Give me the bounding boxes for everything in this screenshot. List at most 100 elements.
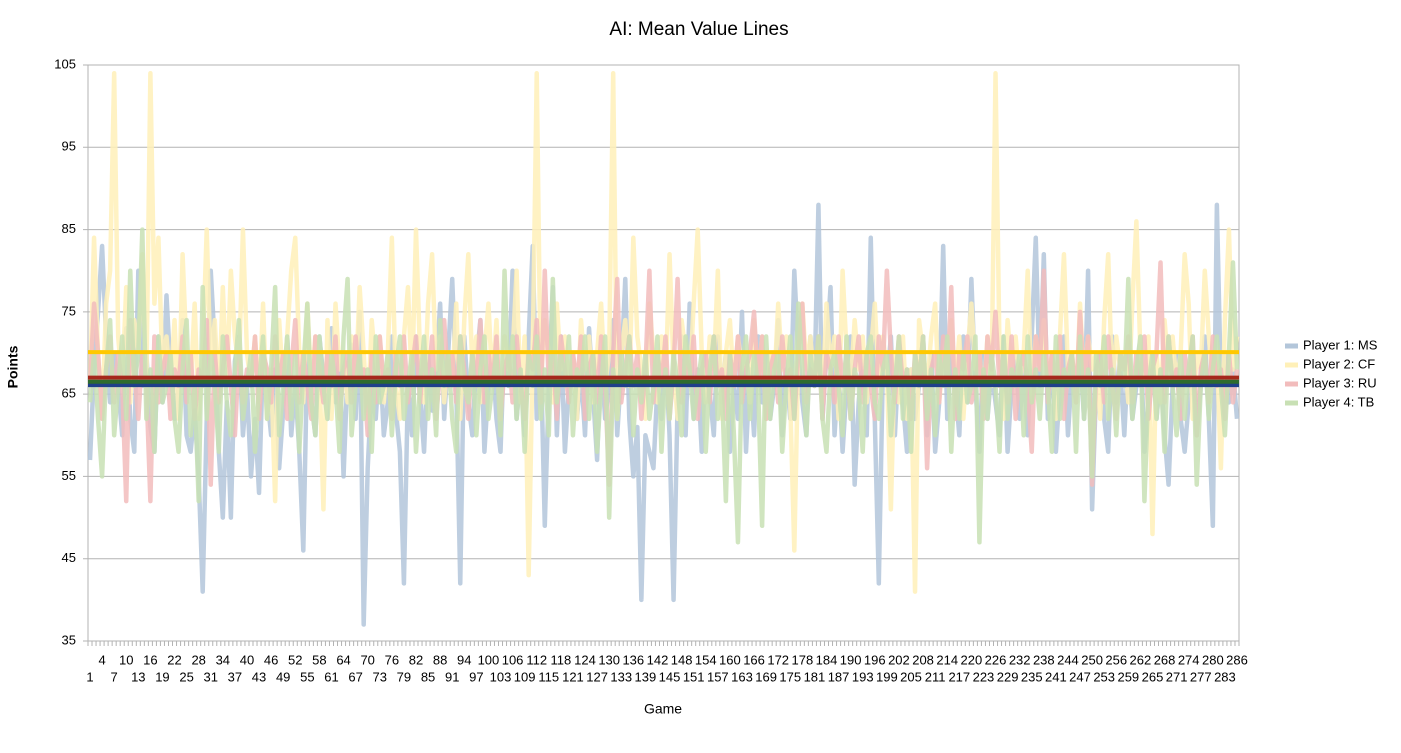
legend-label: Player 4: TB [1303, 394, 1374, 409]
x-tick-label: 145 [659, 669, 681, 684]
x-tick-label: 157 [707, 669, 729, 684]
x-tick-label: 232 [1009, 652, 1031, 667]
x-tick-label: 259 [1117, 669, 1139, 684]
x-tick-label: 175 [779, 669, 801, 684]
x-tick-label: 190 [840, 652, 862, 667]
x-tick-label: 7 [111, 669, 118, 684]
x-tick-label: 202 [888, 652, 910, 667]
x-tick-label: 253 [1093, 669, 1115, 684]
x-tick-label: 103 [490, 669, 512, 684]
x-tick-label: 133 [610, 669, 632, 684]
x-tick-label: 220 [961, 652, 983, 667]
x-tick-label: 124 [574, 652, 596, 667]
y-tick-label: 75 [62, 303, 76, 318]
x-tick-label: 55 [300, 669, 314, 684]
x-tick-label: 226 [985, 652, 1007, 667]
x-tick-label: 205 [900, 669, 922, 684]
y-tick-label: 95 [62, 139, 76, 154]
x-tick-label: 40 [240, 652, 254, 667]
legend-label: Player 3: RU [1303, 375, 1377, 390]
x-tick-label: 91 [445, 669, 459, 684]
x-tick-label: 187 [828, 669, 850, 684]
x-tick-label: 79 [397, 669, 411, 684]
x-tick-label: 262 [1130, 652, 1152, 667]
x-tick-label: 184 [816, 652, 838, 667]
x-tick-label: 229 [997, 669, 1019, 684]
y-axis-label: Points [5, 345, 21, 388]
x-tick-label: 136 [622, 652, 644, 667]
x-tick-label: 256 [1105, 652, 1127, 667]
x-tick-label: 199 [876, 669, 898, 684]
x-tick-label: 250 [1081, 652, 1103, 667]
x-tick-label: 166 [743, 652, 765, 667]
x-tick-label: 16 [143, 652, 157, 667]
x-tick-label: 247 [1069, 669, 1091, 684]
x-tick-label: 64 [336, 652, 350, 667]
x-tick-label: 241 [1045, 669, 1067, 684]
x-tick-label: 70 [360, 652, 374, 667]
x-tick-label: 178 [791, 652, 813, 667]
y-tick-label: 45 [62, 550, 76, 565]
y-tick-label: 105 [54, 56, 76, 71]
x-tick-label: 148 [671, 652, 693, 667]
x-tick-label: 172 [767, 652, 789, 667]
x-tick-label: 61 [324, 669, 338, 684]
x-tick-label: 85 [421, 669, 435, 684]
x-tick-label: 19 [155, 669, 169, 684]
x-tick-label: 193 [852, 669, 874, 684]
x-tick-label: 121 [562, 669, 584, 684]
x-tick-label: 97 [469, 669, 483, 684]
x-tick-label: 181 [804, 669, 826, 684]
x-tick-label: 52 [288, 652, 302, 667]
x-tick-label: 94 [457, 652, 471, 667]
x-tick-label: 25 [179, 669, 193, 684]
x-tick-label: 265 [1142, 669, 1164, 684]
x-tick-label: 88 [433, 652, 447, 667]
x-tick-label: 49 [276, 669, 290, 684]
x-tick-label: 151 [683, 669, 705, 684]
x-tick-label: 139 [635, 669, 657, 684]
y-tick-label: 65 [62, 386, 76, 401]
x-tick-label: 214 [936, 652, 958, 667]
x-tick-label: 217 [948, 669, 970, 684]
x-tick-label: 208 [912, 652, 934, 667]
legend-label: Player 1: MS [1303, 337, 1378, 352]
x-tick-label: 286 [1226, 652, 1248, 667]
x-tick-label: 211 [925, 669, 946, 684]
series-line [87, 260, 1240, 504]
y-tick-label: 35 [62, 632, 76, 647]
y-tick-label: 85 [62, 221, 76, 236]
x-tick-label: 34 [216, 652, 230, 667]
x-tick-label: 67 [348, 669, 362, 684]
legend-label: Player 2: CF [1303, 356, 1375, 371]
x-tick-label: 160 [719, 652, 741, 667]
x-tick-label: 106 [502, 652, 524, 667]
x-tick-label: 22 [167, 652, 181, 667]
x-tick-label: 223 [973, 669, 995, 684]
x-tick-label: 118 [551, 652, 572, 667]
x-tick-label: 46 [264, 652, 278, 667]
x-tick-label: 130 [598, 652, 620, 667]
x-tick-label: 1 [86, 669, 93, 684]
x-tick-label: 169 [755, 669, 777, 684]
x-tick-label: 109 [514, 669, 536, 684]
x-tick-label: 163 [731, 669, 753, 684]
y-tick-label: 55 [62, 468, 76, 483]
x-tick-label: 235 [1021, 669, 1043, 684]
x-tick-label: 4 [98, 652, 105, 667]
x-tick-label: 115 [538, 669, 559, 684]
x-tick-label: 280 [1202, 652, 1224, 667]
x-axis-label: Game [644, 701, 682, 717]
x-tick-label: 37 [228, 669, 242, 684]
x-tick-label: 112 [526, 652, 547, 667]
x-tick-label: 268 [1154, 652, 1176, 667]
x-tick-label: 271 [1166, 669, 1188, 684]
x-tick-label: 76 [385, 652, 399, 667]
x-tick-label: 196 [864, 652, 886, 667]
x-tick-label: 13 [131, 669, 145, 684]
x-tick-label: 100 [478, 652, 500, 667]
x-tick-label: 283 [1214, 669, 1236, 684]
x-tick-label: 277 [1190, 669, 1212, 684]
